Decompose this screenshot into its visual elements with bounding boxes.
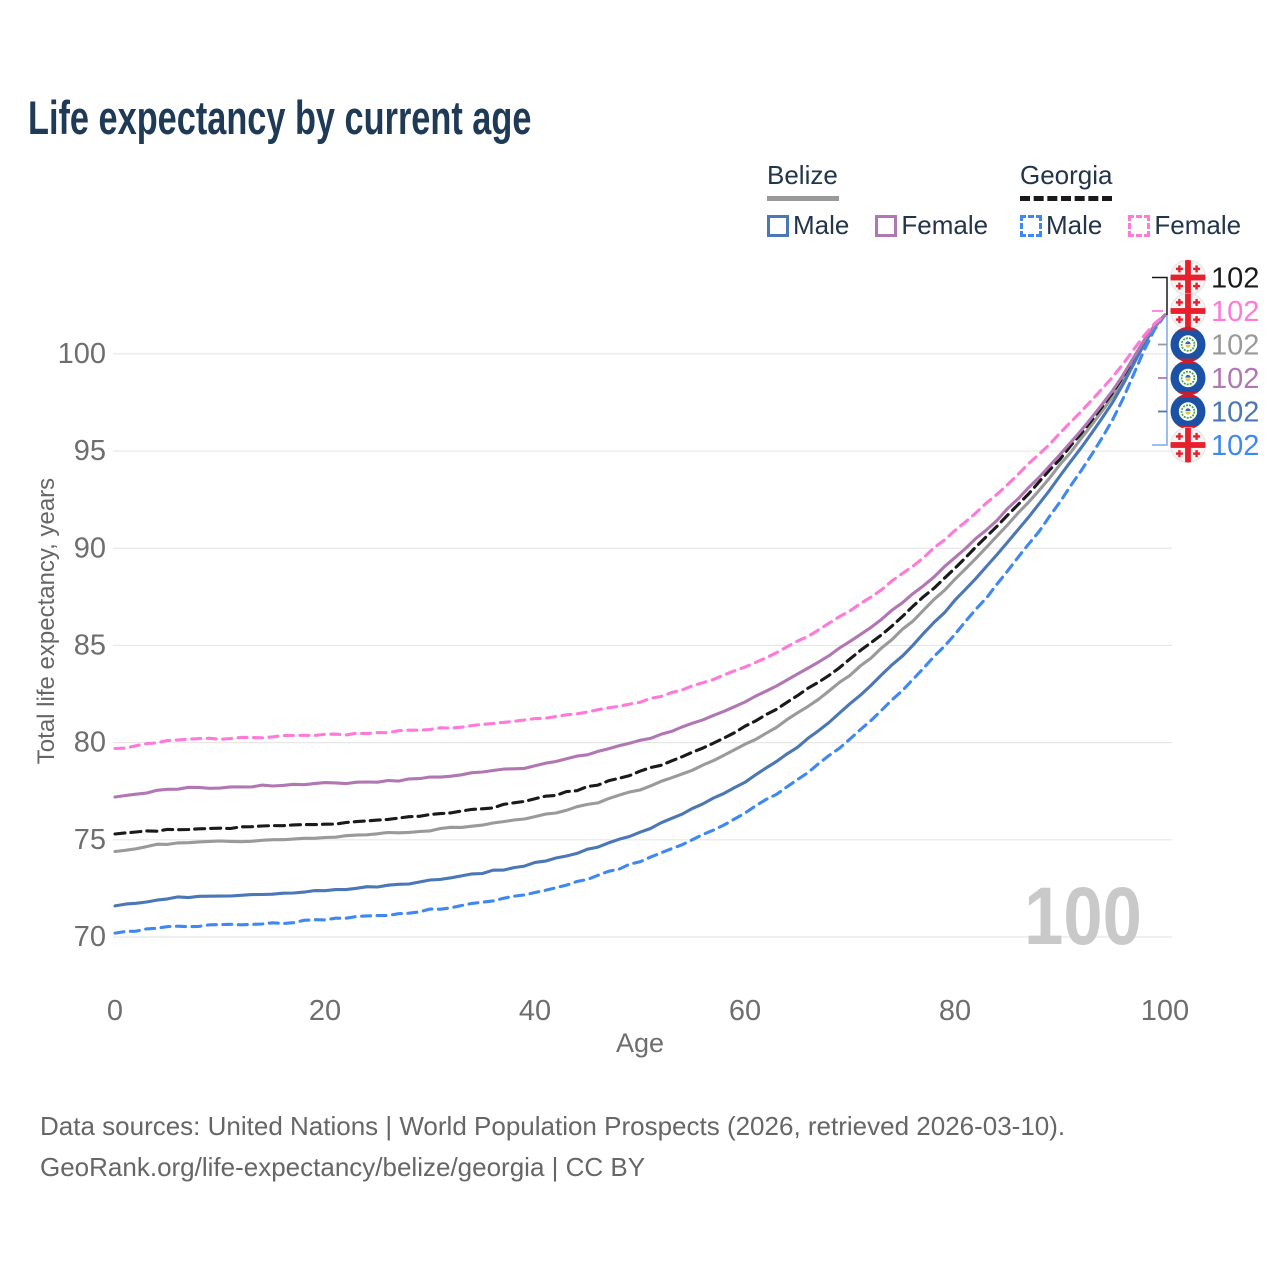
y-tick-100: 100 — [58, 338, 106, 370]
footer: Data sources: United Nations | World Pop… — [40, 1106, 1065, 1188]
x-tick-20: 20 — [309, 995, 341, 1027]
y-tick-85: 85 — [74, 629, 106, 661]
legend-item-belize-female[interactable]: Female — [875, 210, 988, 241]
y-tick-90: 90 — [74, 532, 106, 564]
end-label-belize-male: 102 — [1211, 397, 1259, 429]
leader-georgia-total — [1152, 276, 1168, 315]
x-tick-80: 80 — [939, 995, 971, 1027]
y-tick-95: 95 — [74, 435, 106, 467]
legend-country-georgia[interactable]: Georgia — [1020, 160, 1113, 190]
belize-line-style-swatch — [767, 196, 839, 201]
legend-item-belize-male[interactable]: Male — [767, 210, 849, 241]
legend-item-georgia-male[interactable]: Male — [1020, 210, 1102, 241]
x-tick-0: 0 — [107, 995, 123, 1027]
belize-female-swatch — [875, 214, 898, 237]
legend-label-belize-male: Male — [793, 210, 850, 240]
legend-label-belize-female: Female — [901, 210, 989, 240]
belize-flag-icon — [1170, 360, 1206, 396]
y-tick-70: 70 — [74, 921, 106, 953]
line-belize-male[interactable] — [113, 313, 1167, 908]
x-axis-title: Age — [615, 1028, 665, 1058]
line-georgia-female[interactable] — [113, 313, 1167, 751]
belize-flag-icon — [1170, 394, 1206, 429]
georgia-flag-icon — [1170, 427, 1206, 463]
georgia-female-swatch — [1128, 214, 1151, 237]
georgia-male-swatch — [1020, 214, 1042, 237]
end-label-georgia-total: 102 — [1211, 263, 1259, 295]
legend-label-georgia-female: Female — [1154, 210, 1242, 240]
end-label-belize-total: 102 — [1211, 330, 1259, 362]
line-georgia-male[interactable] — [113, 313, 1167, 935]
x-tick-40: 40 — [519, 995, 551, 1027]
legend-label-georgia-male: Male — [1046, 210, 1103, 240]
leader-georgia-male — [1152, 315, 1168, 446]
x-tick-60: 60 — [729, 995, 761, 1027]
line-belize-total[interactable] — [113, 313, 1167, 854]
line-belize-female[interactable] — [113, 313, 1167, 799]
legend-group-belize: Belize Male Female — [767, 160, 988, 241]
georgia-flag-icon — [1170, 259, 1206, 296]
data-source-line: Data sources: United Nations | World Pop… — [40, 1111, 1066, 1141]
legend-group-georgia: Georgia Male Female — [1020, 160, 1241, 241]
end-label-georgia-female: 102 — [1211, 296, 1259, 328]
y-axis-title: Total life expectancy, years — [33, 477, 60, 765]
georgia-flag-icon — [1170, 293, 1206, 329]
belize-flag-icon — [1170, 327, 1206, 362]
y-tick-80: 80 — [74, 727, 106, 759]
end-label-belize-female: 102 — [1211, 363, 1259, 395]
belize-male-swatch — [767, 214, 789, 237]
georgia-line-style-swatch — [1020, 196, 1112, 201]
y-tick-75: 75 — [74, 824, 106, 856]
attribution-line: GeoRank.org/life-expectancy/belize/georg… — [40, 1152, 646, 1182]
page-title: Life expectancy by current age — [28, 91, 532, 144]
legend-country-belize[interactable]: Belize — [767, 160, 838, 190]
end-label-georgia-male: 102 — [1211, 430, 1259, 462]
legend-item-georgia-female[interactable]: Female — [1128, 210, 1241, 241]
line-georgia-total[interactable] — [113, 313, 1167, 836]
x-tick-100: 100 — [1141, 995, 1189, 1027]
